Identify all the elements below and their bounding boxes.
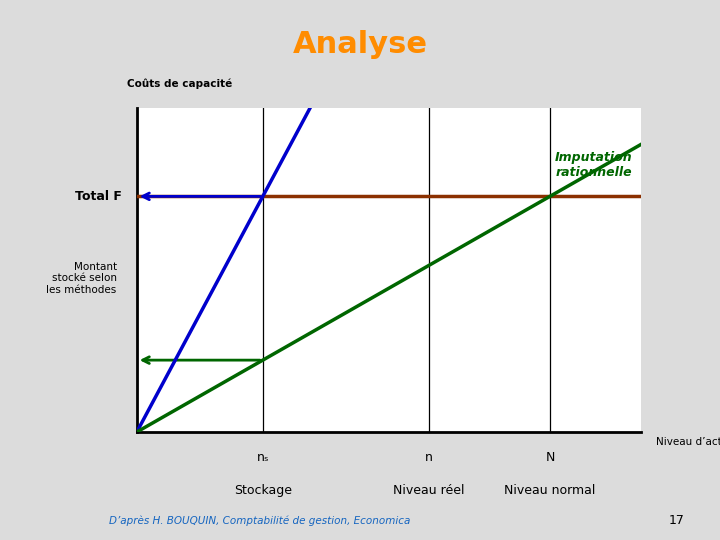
Text: Montant
stocké selon
les méthodes: Montant stocké selon les méthodes — [46, 262, 117, 295]
Text: nₛ: nₛ — [256, 451, 269, 464]
Text: Niveau réel: Niveau réel — [393, 484, 465, 497]
Text: D’après H. BOUQUIN, Comptabilité de gestion, Economica: D’après H. BOUQUIN, Comptabilité de gest… — [109, 516, 410, 526]
Text: N: N — [545, 451, 555, 464]
Text: Coûts de capacité: Coûts de capacité — [127, 78, 232, 89]
Text: Niveau normal: Niveau normal — [505, 484, 595, 497]
Text: Analyse: Analyse — [292, 30, 428, 59]
Text: Niveau d’activité: Niveau d’activité — [656, 437, 720, 447]
Text: Stockage: Stockage — [234, 484, 292, 497]
Text: Total F: Total F — [75, 190, 122, 203]
Text: Imputation
rationnelle: Imputation rationnelle — [555, 151, 633, 179]
Text: n: n — [426, 451, 433, 464]
Text: 17: 17 — [669, 514, 685, 526]
